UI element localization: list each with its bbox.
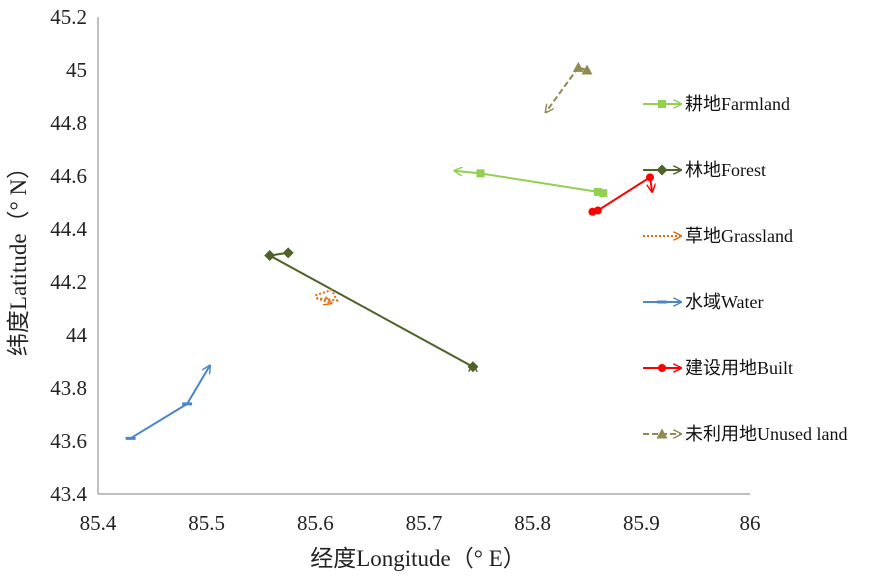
legend-entry: 林地Forest bbox=[643, 160, 766, 180]
y-tick-label: 45 bbox=[66, 58, 87, 82]
x-tick-labels: 85.4 85.5 85.6 85.7 85.8 85.9 86 bbox=[80, 511, 761, 535]
series-point bbox=[467, 361, 479, 373]
legend-label: 草地Grassland bbox=[685, 226, 793, 246]
y-tick-label: 45.2 bbox=[50, 5, 87, 29]
y-tick-label: 44.4 bbox=[50, 217, 87, 241]
series-line bbox=[546, 66, 588, 112]
legend-marker bbox=[656, 428, 668, 439]
legend-label: 水域Water bbox=[685, 292, 764, 312]
legend-entry: 耕地Farmland bbox=[643, 94, 790, 114]
series-point bbox=[593, 206, 602, 215]
series-2 bbox=[314, 288, 339, 303]
legend-marker bbox=[658, 364, 666, 372]
series-0 bbox=[454, 169, 608, 198]
series-1 bbox=[264, 247, 479, 373]
series-point bbox=[646, 173, 655, 182]
series-point bbox=[599, 189, 608, 198]
x-tick-label: 85.8 bbox=[514, 511, 551, 535]
legend-entry: 水域Water bbox=[643, 292, 764, 312]
legend-entry: 草地Grassland bbox=[643, 226, 793, 246]
series-line bbox=[130, 366, 210, 440]
legend: 耕地Farmland 林地Forest 草地Grassland 水域Water 建设用地… bbox=[643, 94, 847, 444]
axes bbox=[97, 17, 750, 495]
y-axis-title: 纬度Latitude（° N） bbox=[6, 156, 31, 356]
y-tick-label: 43.6 bbox=[50, 429, 87, 453]
legend-label: 耕地Farmland bbox=[685, 94, 790, 114]
series-point bbox=[572, 61, 584, 72]
legend-entry: 未利用地Unused land bbox=[643, 424, 847, 444]
series-point bbox=[282, 247, 294, 259]
x-tick-label: 85.9 bbox=[623, 511, 660, 535]
series-line bbox=[266, 251, 473, 367]
series-point bbox=[264, 250, 276, 261]
y-tick-label: 43.4 bbox=[50, 482, 87, 506]
x-tick-label: 85.7 bbox=[406, 511, 443, 535]
legend-label: 未利用地Unused land bbox=[685, 424, 847, 444]
series-point bbox=[593, 187, 602, 196]
x-tick-label: 86 bbox=[740, 511, 761, 535]
legend-label: 林地Forest bbox=[685, 160, 766, 180]
series-5 bbox=[546, 61, 593, 113]
legend-marker bbox=[656, 164, 668, 176]
legend-entry: 建设用地Built bbox=[643, 358, 793, 378]
y-tick-label: 43.8 bbox=[50, 376, 87, 400]
y-tick-label: 44.8 bbox=[50, 111, 87, 135]
y-tick-label: 44 bbox=[66, 323, 88, 347]
y-tick-labels: 43.4 43.6 43.8 44 44.2 44.4 44.6 44.8 45 45.2 bbox=[50, 5, 87, 506]
series-point bbox=[476, 169, 485, 178]
series-4 bbox=[588, 173, 655, 216]
y-tick-label: 44.2 bbox=[50, 270, 87, 294]
legend-marker bbox=[658, 100, 666, 108]
x-tick-label: 85.5 bbox=[188, 511, 225, 535]
x-tick-label: 85.6 bbox=[297, 511, 334, 535]
series-3 bbox=[125, 366, 210, 440]
series-line bbox=[314, 288, 339, 303]
y-tick-label: 44.6 bbox=[50, 164, 87, 188]
x-tick-label: 85.4 bbox=[80, 511, 117, 535]
series-layer bbox=[125, 61, 655, 440]
x-axis-title: 经度Longitude（° E） bbox=[310, 546, 526, 571]
legend-label: 建设用地Built bbox=[685, 358, 793, 378]
series-point bbox=[581, 64, 593, 75]
